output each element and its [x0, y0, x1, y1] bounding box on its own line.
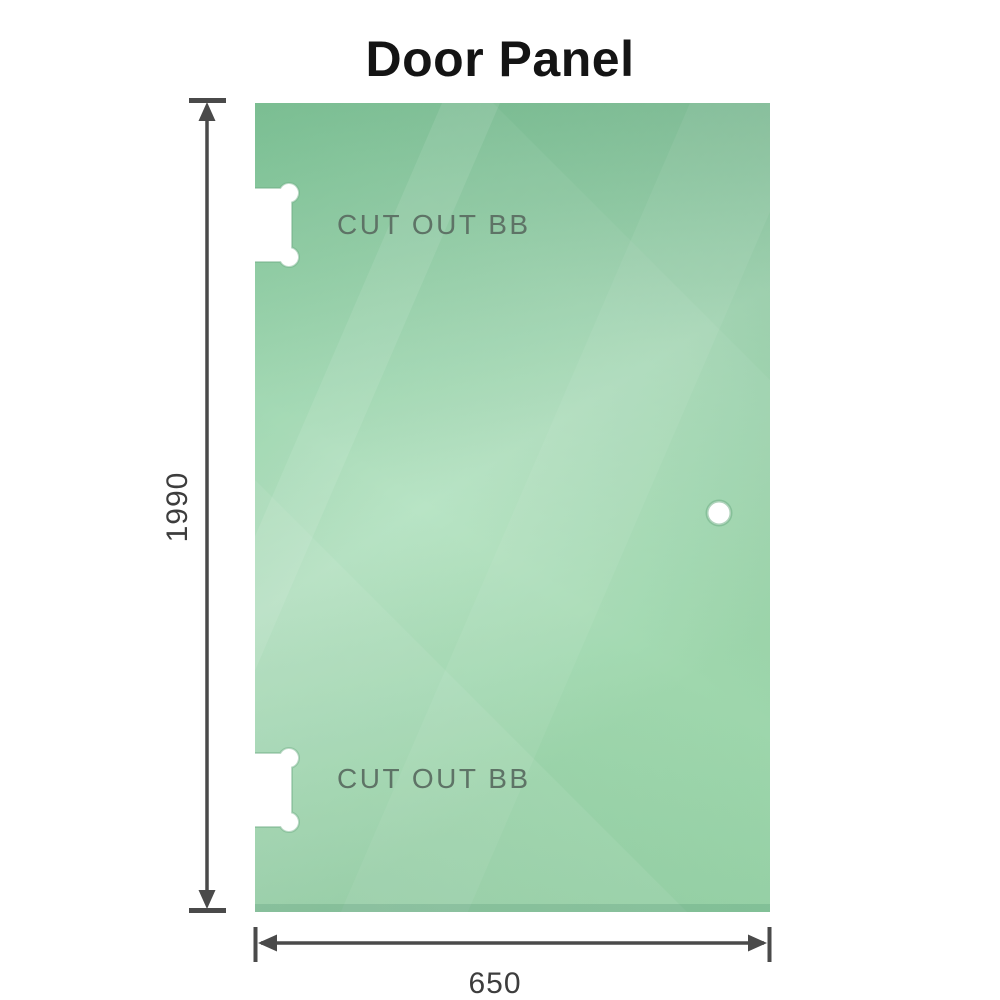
height-dimension-value: 1990	[161, 471, 194, 543]
handle-hole	[705, 499, 733, 527]
panel-bottom-shadow	[255, 904, 770, 912]
width-dimension	[253, 927, 772, 962]
glass-sheen-group	[255, 103, 770, 912]
sheen-streak-right	[340, 103, 770, 912]
width-dim-arrow-right	[748, 934, 767, 952]
glass-panel-shading	[255, 103, 770, 912]
page-title: Door Panel	[365, 31, 635, 87]
height-dim-arrow-down	[198, 890, 216, 909]
hinge-cutout-bottom	[255, 746, 300, 834]
sheen-wedge-upper	[255, 103, 770, 912]
glass-panel	[255, 103, 770, 912]
width-dim-arrow-left	[258, 934, 277, 952]
height-dim-arrow-up	[198, 102, 216, 121]
sheen-wedge-lower	[255, 480, 687, 912]
width-dimension-value: 650	[468, 967, 522, 1000]
cutout-label-top: CUT OUT BB	[337, 209, 531, 240]
height-dimension	[189, 98, 226, 913]
hinge-cutout-top	[255, 181, 300, 269]
cutout-label-bottom: CUT OUT BB	[337, 763, 531, 794]
sheen-streak-left	[255, 103, 500, 671]
